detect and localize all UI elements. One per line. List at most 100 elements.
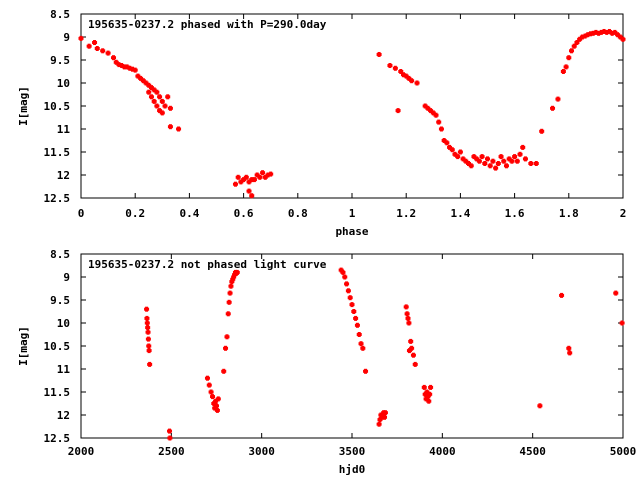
data-point [159,98,165,104]
data-point [539,128,545,134]
data-point [528,161,534,166]
y-tick-label: 10 [57,77,70,90]
data-point [414,80,420,86]
data-point [615,32,621,38]
x-tick-label: 5000 [610,445,637,458]
y-tick-label: 9.5 [50,54,70,67]
data-point [571,43,577,49]
data-point [221,368,227,374]
data-point [151,98,157,104]
data-point [604,29,610,35]
y-tick-label: 10 [57,317,70,330]
data-point [100,48,106,54]
data-point [344,281,350,287]
data-point [406,348,412,354]
data-point [425,105,431,111]
data-point [265,172,271,178]
data-point [405,315,411,321]
data-point [514,158,520,164]
data-point [493,165,499,171]
data-point [566,345,572,351]
data-point [609,30,615,36]
data-point [249,193,255,199]
data-point [353,315,359,321]
data-point [495,161,501,166]
data-point [176,126,182,132]
data-point [167,435,173,441]
data-point [144,320,150,326]
data-point [392,65,398,71]
x-tick-label: 1.2 [396,207,416,220]
data-point [596,30,602,36]
data-point [517,151,523,157]
data-point [476,158,482,164]
data-point [224,334,230,340]
y-axis-label: I[mag] [17,86,30,126]
data-point [145,329,151,335]
data-point [403,73,409,79]
y-tick-label: 12 [57,409,70,422]
y-tick-label: 12.5 [44,192,71,205]
data-point [351,309,357,314]
data-point [398,69,404,74]
data-point [138,75,144,81]
data-point [427,391,433,397]
data-point [167,428,173,434]
data-point [509,158,515,164]
data-point [144,315,150,321]
data-point [457,149,463,155]
data-point [447,144,453,150]
data-point [119,63,125,69]
data-point [349,302,355,308]
data-point [167,105,173,111]
data-point [146,82,152,88]
y-axis-label: I[mag] [17,326,30,366]
data-point [342,274,348,280]
x-tick-label: 1 [349,207,356,220]
data-point [154,103,160,109]
y-tick-label: 9 [63,271,70,284]
data-point [227,290,233,296]
data-point [124,64,130,70]
phased-light-curve-panel: 0 0.2 0.4 0.6 0.8 1 1.2 1.4 1.6 1.8 2 8.5 9 9.5 10 10.5… [17,8,626,238]
x-tick-label: 4500 [519,445,546,458]
y-tick-label: 10.5 [44,340,71,353]
data-point [268,171,274,177]
data-point [409,78,415,84]
data-point [238,179,244,185]
data-point [226,299,232,305]
data-point [460,156,466,162]
data-point [506,156,512,162]
data-point [577,36,583,42]
data-point [387,63,393,69]
data-point [260,170,266,176]
data-point [235,174,241,180]
data-point [598,29,604,35]
data-point [479,154,485,160]
data-point [225,311,231,317]
x-tick-label: 3500 [339,445,366,458]
data-point [422,103,428,109]
data-point [157,108,163,114]
data-point [468,163,474,169]
data-point [376,421,382,427]
data-point [569,48,575,54]
data-point [428,384,434,390]
data-point [436,119,442,125]
data-point [444,140,450,146]
data-point [146,89,152,95]
data-point [121,64,127,70]
x-tick-label: 0.2 [125,207,145,220]
data-point [144,306,150,312]
data-point [612,29,618,35]
data-point [566,55,572,61]
data-point [132,67,138,73]
data-point [412,361,418,367]
x-tick-label: 0.8 [288,207,308,220]
data-point [167,124,173,130]
chart-title: 195635-0237.2 phased with P=290.0day [88,18,327,31]
x-tick-label: 0.4 [179,207,199,220]
data-point [347,295,353,301]
data-point [211,401,217,406]
data-point [376,51,382,57]
